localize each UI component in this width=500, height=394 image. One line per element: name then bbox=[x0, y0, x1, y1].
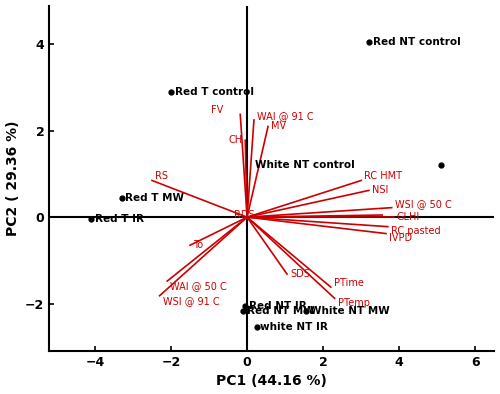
Text: WSI @ 91 C: WSI @ 91 C bbox=[162, 296, 219, 306]
Text: FV: FV bbox=[211, 105, 223, 115]
Text: WAI @ 91 C: WAI @ 91 C bbox=[257, 111, 314, 121]
Text: PTemp: PTemp bbox=[338, 297, 370, 308]
Text: Red T MW: Red T MW bbox=[126, 193, 184, 203]
Text: SDS: SDS bbox=[290, 269, 310, 279]
Text: Red T control: Red T control bbox=[175, 87, 254, 97]
Text: RC HMT: RC HMT bbox=[364, 171, 403, 181]
Text: Red NT MW: Red NT MW bbox=[247, 306, 315, 316]
Text: PTime: PTime bbox=[334, 278, 364, 288]
Text: MV: MV bbox=[271, 121, 286, 132]
Text: RDS: RDS bbox=[234, 210, 254, 220]
Text: white NT IR: white NT IR bbox=[260, 322, 328, 332]
Text: To: To bbox=[193, 240, 203, 250]
Text: CH: CH bbox=[228, 135, 242, 145]
X-axis label: PC1 (44.16 %): PC1 (44.16 %) bbox=[216, 374, 328, 388]
Text: RS: RS bbox=[155, 171, 168, 181]
Text: WSI @ 50 C: WSI @ 50 C bbox=[394, 199, 452, 209]
Text: White NT control: White NT control bbox=[254, 160, 354, 170]
Text: White NT MW: White NT MW bbox=[310, 306, 390, 316]
Text: IVPD: IVPD bbox=[389, 233, 412, 243]
Text: Red T IR: Red T IR bbox=[95, 214, 144, 224]
Text: GLHI: GLHI bbox=[396, 212, 420, 222]
Text: Red NT control: Red NT control bbox=[372, 37, 460, 47]
Text: WAI @ 50 C: WAI @ 50 C bbox=[170, 281, 227, 291]
Text: Red NT IR: Red NT IR bbox=[249, 301, 307, 311]
Y-axis label: PC2 ( 29.36 %): PC2 ( 29.36 %) bbox=[6, 121, 20, 236]
Text: RC pasted: RC pasted bbox=[391, 226, 440, 236]
Text: NSI: NSI bbox=[372, 186, 388, 195]
